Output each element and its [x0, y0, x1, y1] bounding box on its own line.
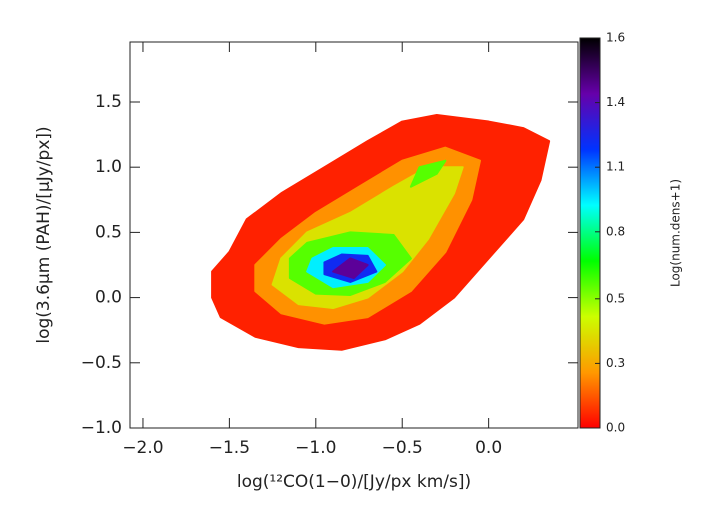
- x-axis-label: log(¹²CO(1−0)/[Jy/px km/s]): [237, 472, 471, 492]
- colorbar-tick-label: 0.5: [606, 291, 625, 305]
- colorbar-tick-label: 0.0: [606, 421, 625, 435]
- y-tick-label: 1.0: [95, 157, 122, 177]
- colorbar: [579, 37, 601, 429]
- y-axis-label: log(3.6μm (PAH)/[μJy/px]): [34, 126, 54, 343]
- x-tick-label: −2.0: [122, 438, 163, 458]
- y-tick-label: 0.5: [95, 222, 122, 242]
- colorbar-tick-label: 1.1: [606, 160, 625, 174]
- x-tick-label: 0.0: [475, 438, 502, 458]
- x-tick-label: −1.5: [209, 438, 250, 458]
- colorbar-tick-label: 1.6: [606, 31, 625, 45]
- colorbar-label: Log(num.dens+1): [669, 179, 683, 287]
- y-tick-label: −1.0: [81, 418, 122, 438]
- y-tick-label: 1.5: [95, 92, 122, 112]
- colorbar-tick-label: 1.4: [606, 95, 625, 109]
- x-tick-label: −0.5: [382, 438, 423, 458]
- plot-frame: [129, 41, 579, 429]
- y-tick-label: 0.0: [95, 288, 122, 308]
- colorbar-tick-label: 0.3: [606, 356, 625, 370]
- colorbar-tick-label: 0.8: [606, 224, 625, 238]
- density-contour: [409, 159, 447, 188]
- y-tick-label: −0.5: [81, 353, 122, 373]
- x-tick-label: −1.0: [295, 438, 336, 458]
- density-contour: [332, 257, 369, 280]
